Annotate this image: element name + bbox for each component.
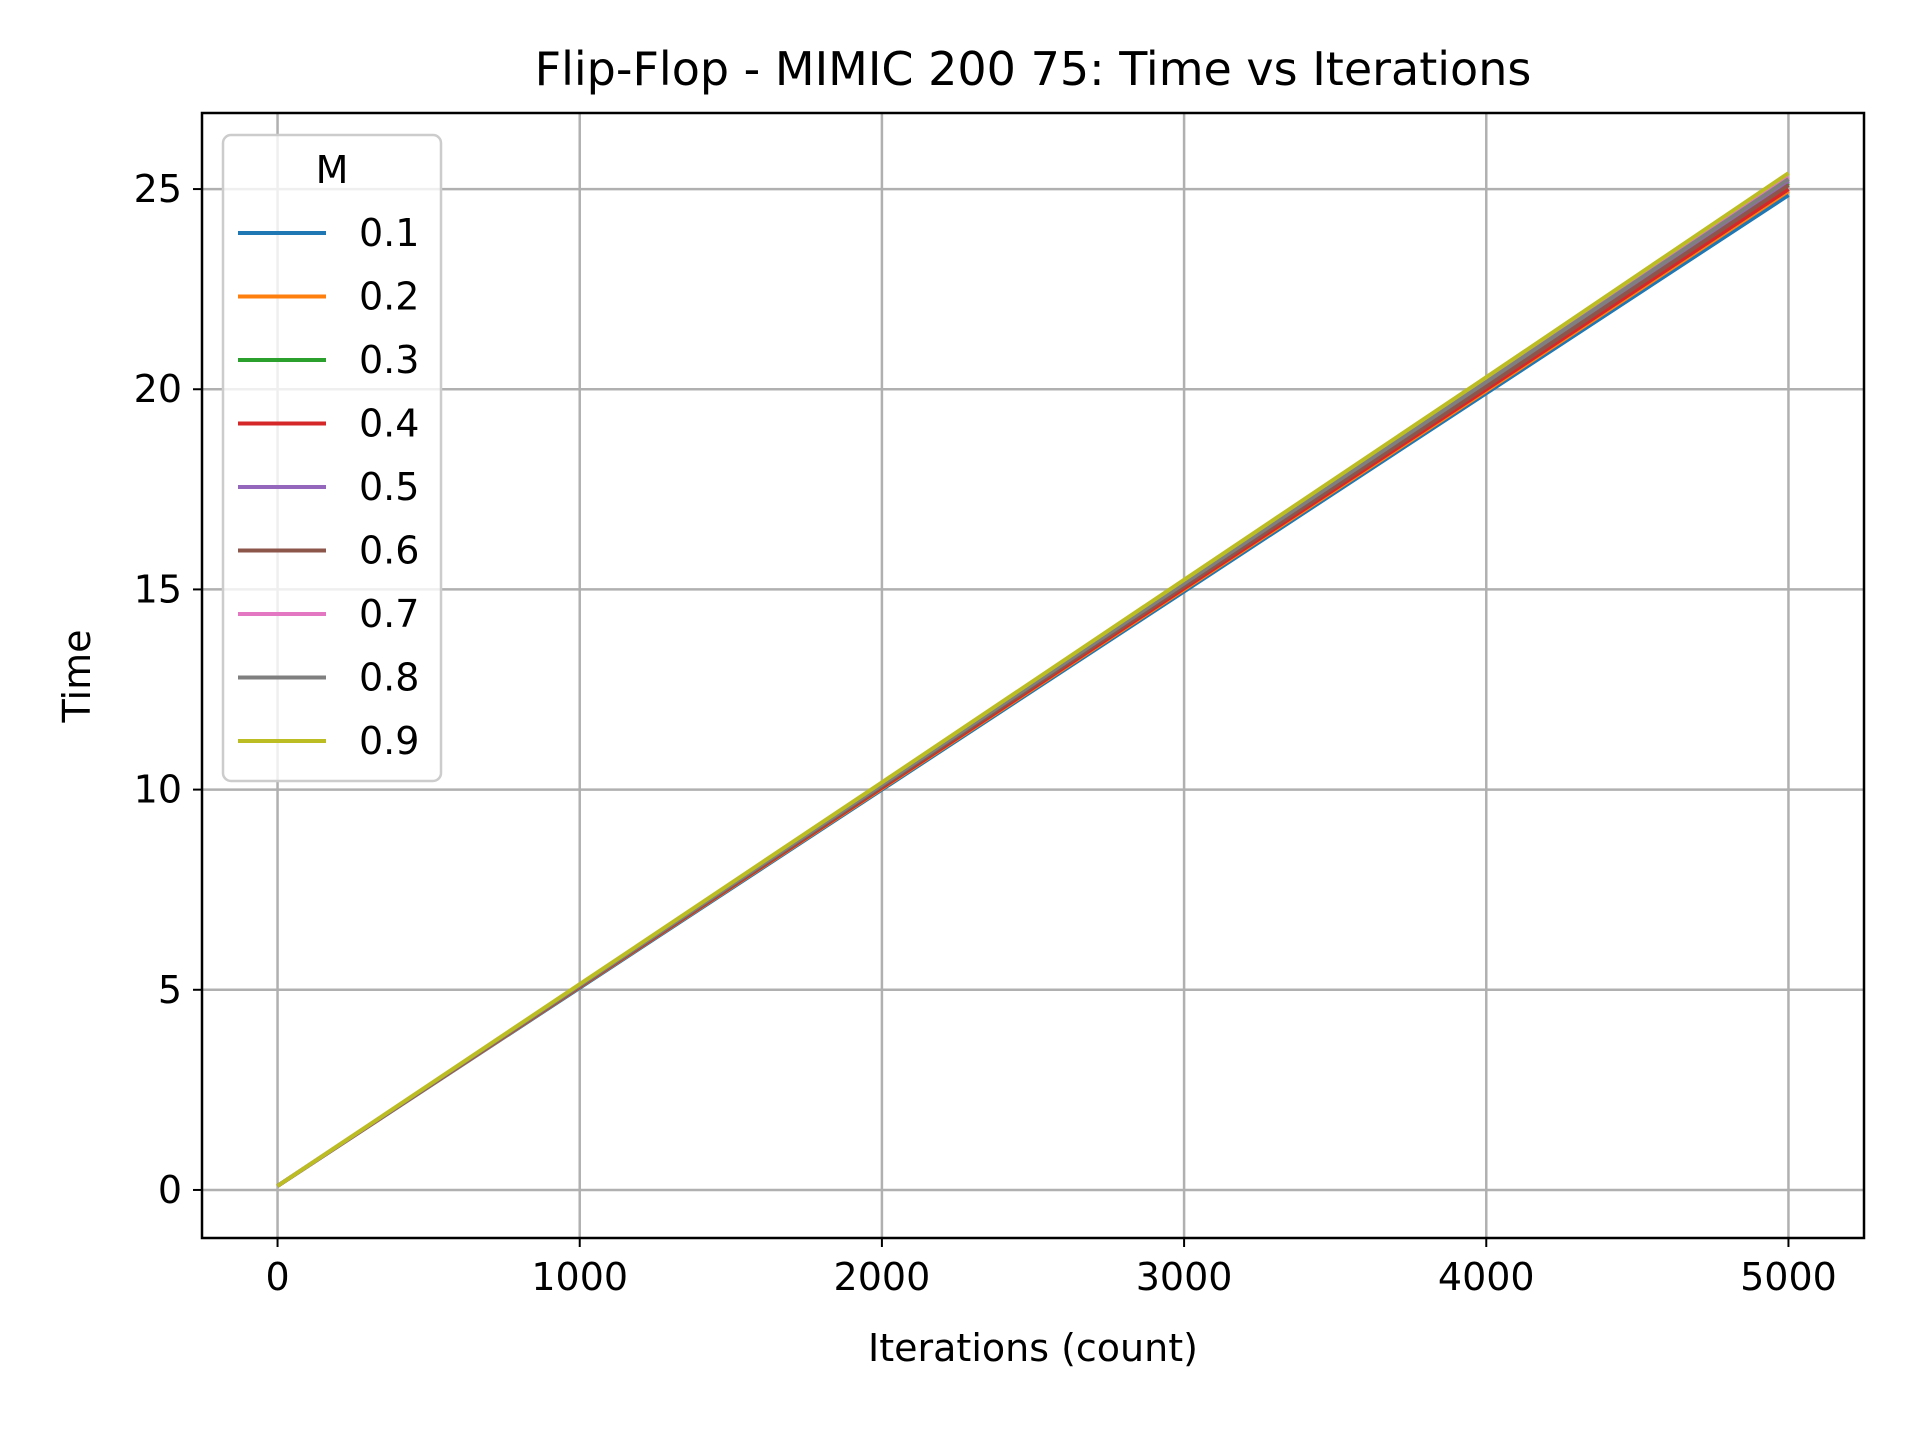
y-tick-label: 0 [158, 1168, 182, 1212]
series-line-0.9 [276, 171, 1790, 1188]
x-tick-label: 3000 [1136, 1255, 1233, 1299]
plot-frame [200, 111, 1866, 1240]
y-tick-label: 20 [134, 367, 182, 411]
y-tick-label: 5 [158, 968, 182, 1012]
y-axis-ticks: 0 5 10 15 20 25 [134, 167, 202, 1212]
x-axis-ticks: 0 1000 2000 3000 4000 5000 [265, 1238, 1837, 1299]
series-lines [276, 171, 1790, 1188]
legend-label-0.2: 0.2 [359, 275, 419, 319]
y-axis-label: Time [55, 630, 99, 724]
legend-label-0.8: 0.8 [359, 656, 419, 700]
y-tick-label: 10 [134, 768, 182, 812]
y-tick-label: 15 [134, 567, 182, 611]
legend-label-0.7: 0.7 [359, 592, 419, 636]
legend-items: 0.1 0.2 0.3 0.4 0.5 0.6 0.7 0.8 0.9 [238, 211, 419, 763]
grid [202, 113, 1864, 1238]
x-tick-label: 4000 [1438, 1255, 1535, 1299]
legend-label-0.3: 0.3 [359, 338, 419, 382]
legend-label-0.5: 0.5 [359, 465, 419, 509]
x-axis-label: Iterations (count) [868, 1326, 1198, 1370]
y-tick-label: 25 [134, 167, 182, 211]
legend-label-0.6: 0.6 [359, 529, 419, 573]
chart-title: Flip-Flop - MIMIC 200 75: Time vs Iterat… [535, 42, 1532, 96]
legend-label-0.1: 0.1 [359, 211, 419, 255]
x-tick-label: 5000 [1740, 1255, 1837, 1299]
x-tick-label: 2000 [834, 1255, 931, 1299]
x-tick-label: 0 [265, 1255, 289, 1299]
legend-title: M [316, 148, 349, 192]
legend-label-0.4: 0.4 [359, 402, 419, 446]
x-tick-label: 1000 [531, 1255, 628, 1299]
legend: M 0.1 0.2 0.3 0.4 0.5 0.6 0.7 0.8 0.9 [221, 133, 443, 783]
legend-label-0.9: 0.9 [359, 719, 419, 763]
